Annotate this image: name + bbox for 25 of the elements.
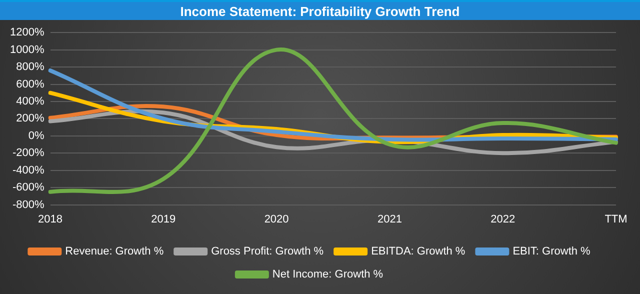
y-tick-label: 600% <box>16 78 44 90</box>
y-tick-label: 400% <box>16 96 44 108</box>
y-tick-label: 1000% <box>10 44 44 56</box>
legend-label: Net Income: Growth % <box>272 268 384 281</box>
y-tick-label: 0% <box>28 130 44 142</box>
legend-label: Revenue: Growth % <box>65 246 164 258</box>
x-tick-label: 2020 <box>264 213 289 226</box>
y-tick-label: -200% <box>12 147 44 160</box>
line-series <box>48 68 618 142</box>
y-tick-label: -400% <box>12 164 44 176</box>
legend-label: EBITDA: Growth % <box>371 246 466 258</box>
legend-label: EBIT: Growth % <box>512 246 591 258</box>
y-tick-label: -600% <box>12 182 44 194</box>
y-tick-label: -800% <box>12 198 44 211</box>
legend-label: Gross Profit: Growth % <box>211 246 324 258</box>
y-tick-label: 200% <box>16 112 44 125</box>
y-tick-label: 1200% <box>10 26 44 39</box>
chart-title: Income Statement: Profitability Growth Trend <box>0 0 640 20</box>
x-tick-label: 2018 <box>38 213 62 226</box>
x-tick-label: TTM <box>604 213 628 226</box>
line-series <box>48 48 618 194</box>
x-tick-label: 2019 <box>151 213 176 226</box>
x-tick-label: 2022 <box>490 213 516 226</box>
y-tick-label: 800% <box>16 61 44 74</box>
x-tick-label: 2021 <box>377 213 402 226</box>
